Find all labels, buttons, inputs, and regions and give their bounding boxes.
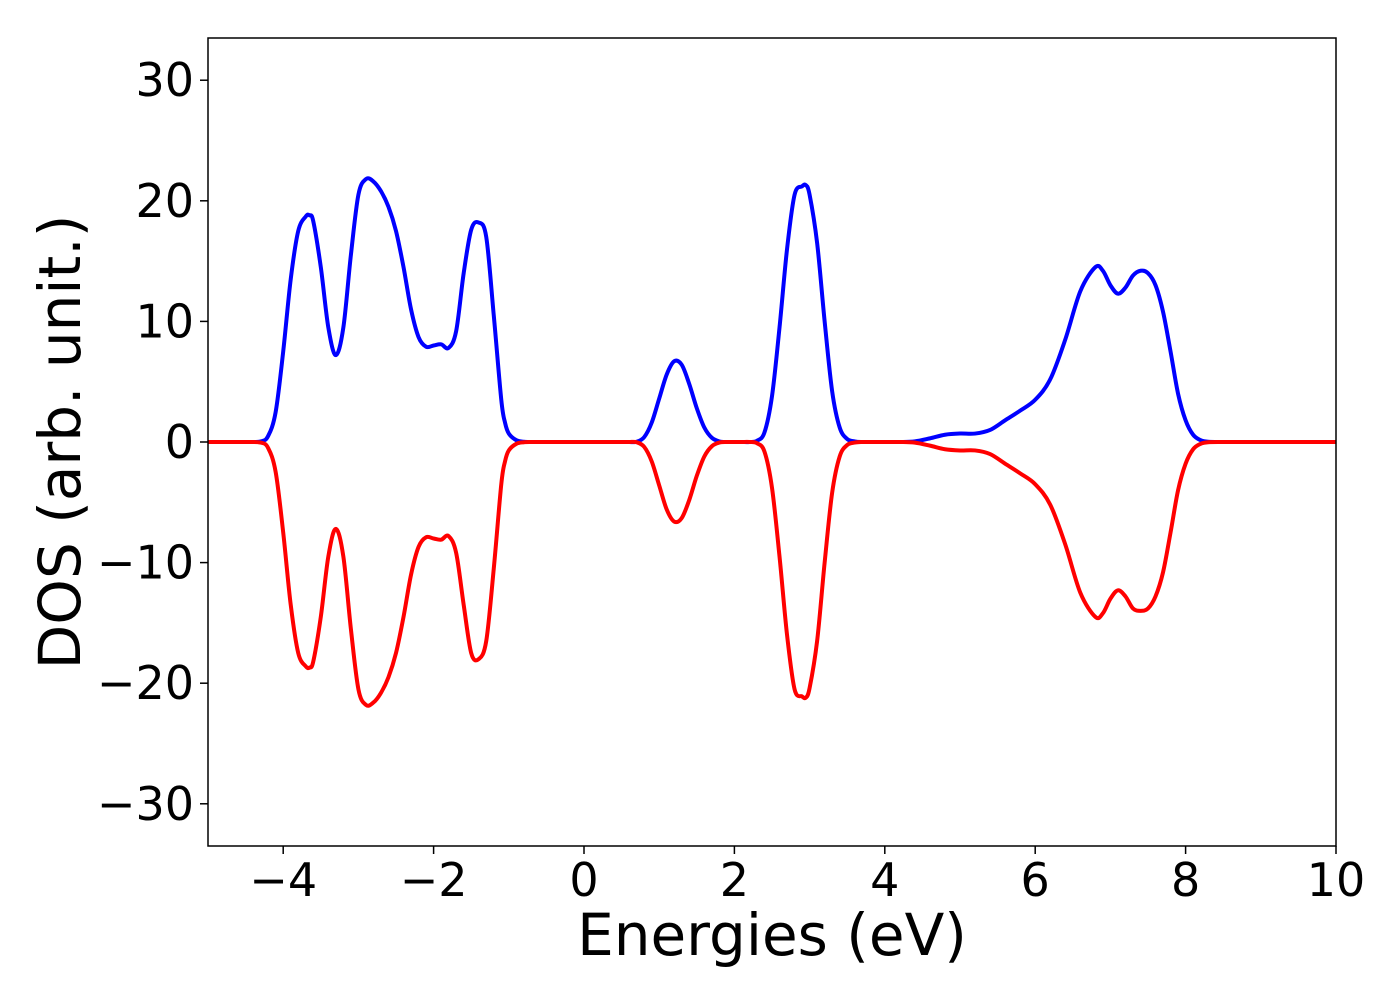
x-tick-label: 0 bbox=[569, 853, 598, 907]
series-line-1 bbox=[207, 176, 1336, 445]
plot-frame bbox=[207, 37, 1337, 847]
y-tick-label: 30 bbox=[135, 53, 194, 107]
y-tick-label: −10 bbox=[97, 536, 194, 590]
x-tick-label: 6 bbox=[1021, 853, 1050, 907]
x-tick-label: 10 bbox=[1307, 853, 1366, 907]
y-tick-label: 0 bbox=[165, 415, 194, 469]
y-axis-label: DOS (arb. unit.) bbox=[26, 215, 94, 670]
plot-layer bbox=[207, 176, 1336, 708]
x-tick-label: 2 bbox=[720, 853, 749, 907]
y-tick-label: −20 bbox=[97, 656, 194, 710]
y-tick-label: 10 bbox=[135, 294, 194, 348]
x-tick-label: −2 bbox=[400, 853, 468, 907]
x-tick-label: 8 bbox=[1171, 853, 1200, 907]
x-axis-label: Energies (eV) bbox=[577, 901, 967, 969]
y-tick-label: −30 bbox=[97, 777, 194, 831]
y-tick-label: 20 bbox=[135, 174, 194, 228]
x-tick-label: −4 bbox=[249, 853, 317, 907]
x-tick-label: 4 bbox=[870, 853, 899, 907]
series-line-2 bbox=[207, 439, 1336, 708]
